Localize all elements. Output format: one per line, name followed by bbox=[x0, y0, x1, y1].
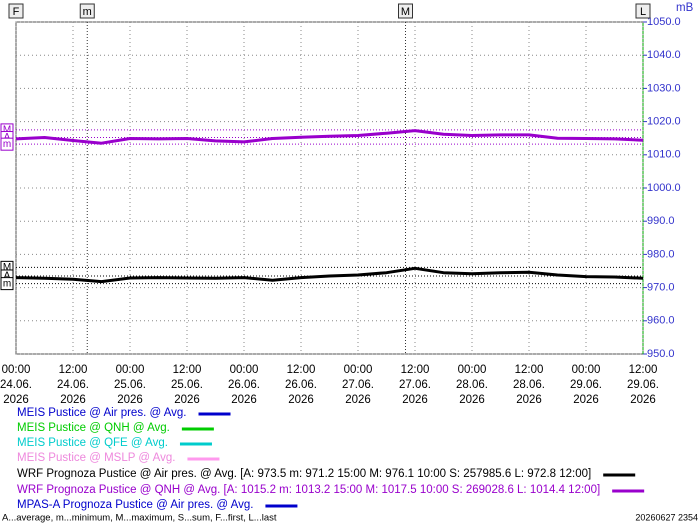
top-marker-label: M bbox=[401, 6, 410, 18]
x-tick-label: 12:00 bbox=[287, 364, 316, 376]
x-tick-label: 27.06. bbox=[399, 379, 431, 391]
x-tick-label: 28.06. bbox=[513, 379, 545, 391]
x-tick-label: 2026 bbox=[402, 394, 428, 406]
top-marker bbox=[8, 3, 24, 19]
y-tick-label: 1050.0 bbox=[647, 16, 681, 28]
stat-marker-label: m bbox=[3, 278, 11, 289]
x-tick-label: 2026 bbox=[630, 394, 656, 406]
x-tick-label: 2026 bbox=[3, 394, 29, 406]
y-tick-label: 1040.0 bbox=[647, 49, 681, 61]
x-tick-label: 00:00 bbox=[458, 364, 487, 376]
top-marker bbox=[79, 3, 95, 19]
x-tick-label: 2026 bbox=[345, 394, 371, 406]
x-tick-label: 12:00 bbox=[173, 364, 202, 376]
x-tick-label: 00:00 bbox=[344, 364, 373, 376]
legend-label: MEIS Pustice @ MSLP @ Avg. bbox=[17, 452, 175, 464]
y-tick-label: 1010.0 bbox=[647, 149, 681, 161]
stat-marker-label: M bbox=[3, 262, 11, 273]
x-tick-label: 2026 bbox=[573, 394, 599, 406]
footer-note: A...average, m...minimum, M...maximum, S… bbox=[2, 513, 277, 523]
top-marker-label: m bbox=[83, 6, 92, 18]
legend-label: MPAS-A Prognoza Pustice @ Air pres. @ Av… bbox=[17, 499, 253, 511]
x-tick-label: 25.06. bbox=[171, 379, 203, 391]
stat-marker-label: m bbox=[3, 139, 11, 150]
y-tick-label: 1030.0 bbox=[647, 82, 681, 94]
series-line bbox=[15, 129, 644, 145]
stat-marker-label: A bbox=[4, 271, 11, 282]
x-tick-label: 28.06. bbox=[456, 379, 488, 391]
x-tick-label: 25.06. bbox=[114, 379, 146, 391]
x-tick-label: 2026 bbox=[459, 394, 485, 406]
top-marker-label: L bbox=[640, 6, 646, 18]
x-tick-label: 2026 bbox=[516, 394, 542, 406]
legend-label: MEIS Pustice @ QNH @ Avg. bbox=[17, 422, 170, 434]
legend-label: WRF Prognoza Pustice @ QNH @ Avg. [A: 10… bbox=[17, 484, 600, 496]
x-tick-label: 00:00 bbox=[2, 364, 31, 376]
y-tick-label: 990.0 bbox=[647, 215, 675, 227]
timestamp: 20260627 2354 bbox=[635, 512, 698, 522]
x-tick-label: 2026 bbox=[288, 394, 314, 406]
x-tick-label: 24.06. bbox=[57, 379, 89, 391]
y-tick-label: 980.0 bbox=[647, 248, 675, 260]
x-tick-label: 12:00 bbox=[401, 364, 430, 376]
x-tick-label: 29.06. bbox=[627, 379, 659, 391]
y-tick-label: 1020.0 bbox=[647, 116, 681, 128]
x-tick-label: 27.06. bbox=[342, 379, 374, 391]
legend-label: MEIS Pustice @ Air pres. @ Avg. bbox=[17, 407, 187, 419]
top-marker bbox=[398, 3, 413, 19]
stat-marker bbox=[0, 137, 14, 151]
stat-marker bbox=[0, 277, 14, 291]
x-tick-label: 12:00 bbox=[515, 364, 544, 376]
x-tick-label: 00:00 bbox=[572, 364, 601, 376]
top-marker bbox=[635, 3, 651, 19]
series-line bbox=[15, 266, 644, 284]
y-tick-label: 1000.0 bbox=[647, 182, 681, 194]
y-unit: mB bbox=[676, 2, 694, 14]
y-tick-label: 960.0 bbox=[647, 315, 675, 327]
stat-marker-label: M bbox=[3, 125, 11, 136]
top-marker-label: F bbox=[13, 6, 20, 18]
x-tick-label: 2026 bbox=[174, 394, 200, 406]
x-tick-label: 12:00 bbox=[59, 364, 88, 376]
y-tick-label: 950.0 bbox=[647, 348, 675, 360]
x-tick-label: 29.06. bbox=[570, 379, 602, 391]
x-tick-label: 2026 bbox=[60, 394, 86, 406]
x-tick-label: 26.06. bbox=[228, 379, 260, 391]
x-tick-label: 00:00 bbox=[230, 364, 259, 376]
x-tick-label: 2026 bbox=[231, 394, 257, 406]
y-tick-label: 970.0 bbox=[647, 282, 675, 294]
x-tick-label: 26.06. bbox=[285, 379, 317, 391]
x-tick-label: 2026 bbox=[117, 394, 143, 406]
legend-label: MEIS Pustice @ QFE @ Avg. bbox=[17, 437, 168, 449]
legend-label: WRF Prognoza Pustice @ Air pres. @ Avg. … bbox=[17, 468, 591, 480]
x-tick-label: 00:00 bbox=[116, 364, 145, 376]
x-tick-label: 12:00 bbox=[629, 364, 658, 376]
x-tick-label: 24.06. bbox=[0, 379, 32, 391]
